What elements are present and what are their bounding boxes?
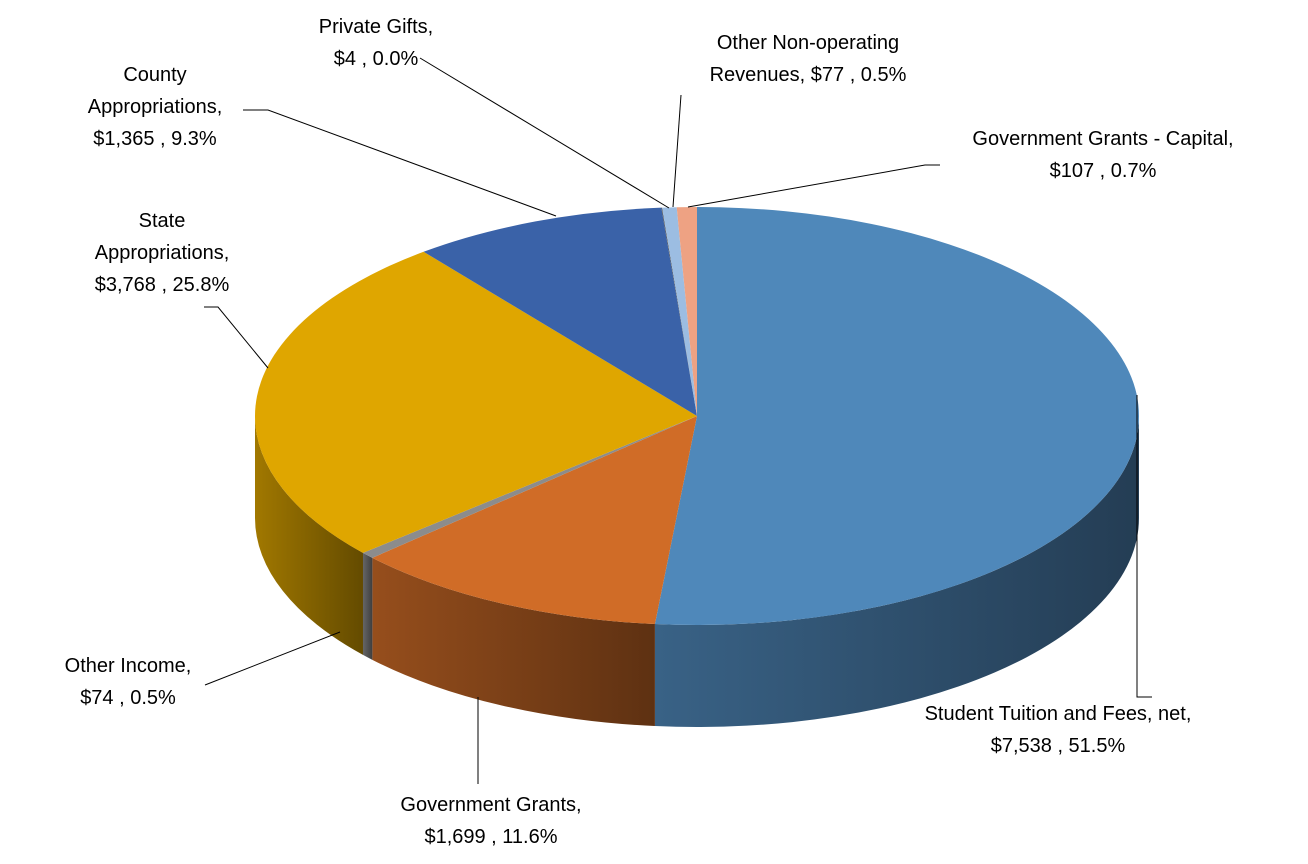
pie-slice-private-gifts bbox=[661, 207, 697, 416]
leader-line-other-non-operating-revenues bbox=[672, 94, 682, 208]
leader-line-state-appropriations bbox=[204, 306, 269, 369]
data-label-government-grants: Government Grants, $1,699 , 11.6% bbox=[400, 794, 581, 848]
data-label-state-appropriations: State Appropriations, $3,768 , 25.8% bbox=[95, 210, 230, 296]
pie-side-government-grants bbox=[372, 557, 655, 727]
leader-line-other-income bbox=[204, 631, 341, 686]
pie-slice-county-appropriations bbox=[423, 207, 697, 416]
pie-slice-government-grants-capital bbox=[676, 207, 697, 416]
data-label-student-tuition-and-fees-net: Student Tuition and Fees, net, $7,538 , 5… bbox=[925, 703, 1192, 757]
leader-line-government-grants-capital bbox=[687, 164, 940, 208]
pie-top-faces bbox=[254, 207, 1140, 625]
leader-line-private-gifts bbox=[419, 57, 670, 209]
pie-slice-other-non-operating-revenues bbox=[662, 207, 697, 416]
pie-side-walls bbox=[255, 416, 1139, 727]
data-label-other-non-operating-revenues: Other Non-operating Revenues, $77 , 0.5% bbox=[710, 32, 907, 86]
pie-slice-state-appropriations bbox=[254, 251, 697, 553]
data-label-private-gifts: Private Gifts, $4 , 0.0% bbox=[319, 16, 433, 70]
data-label-county-appropriations: County Appropriations, $1,365 , 9.3% bbox=[88, 64, 223, 150]
leader-lines bbox=[204, 57, 1152, 784]
pie-slice-student-tuition-and-fees-net bbox=[654, 207, 1140, 625]
pie-side-student-tuition-and-fees-net bbox=[654, 416, 1139, 727]
pie-side-other-income bbox=[362, 552, 373, 660]
data-labels: Student Tuition and Fees, net, $7,538 , 5… bbox=[65, 16, 1234, 848]
leader-line-student-tuition-and-fees-net bbox=[1136, 395, 1152, 698]
pie-slice-government-grants bbox=[372, 416, 697, 625]
data-label-other-income: Other Income, $74 , 0.5% bbox=[65, 655, 192, 709]
pie-side-state-appropriations bbox=[255, 416, 363, 655]
pie-slice-other-income bbox=[362, 416, 697, 558]
data-label-government-grants-capital: Government Grants - Capital, $107 , 0.7% bbox=[972, 128, 1233, 182]
leader-line-county-appropriations bbox=[243, 109, 557, 217]
